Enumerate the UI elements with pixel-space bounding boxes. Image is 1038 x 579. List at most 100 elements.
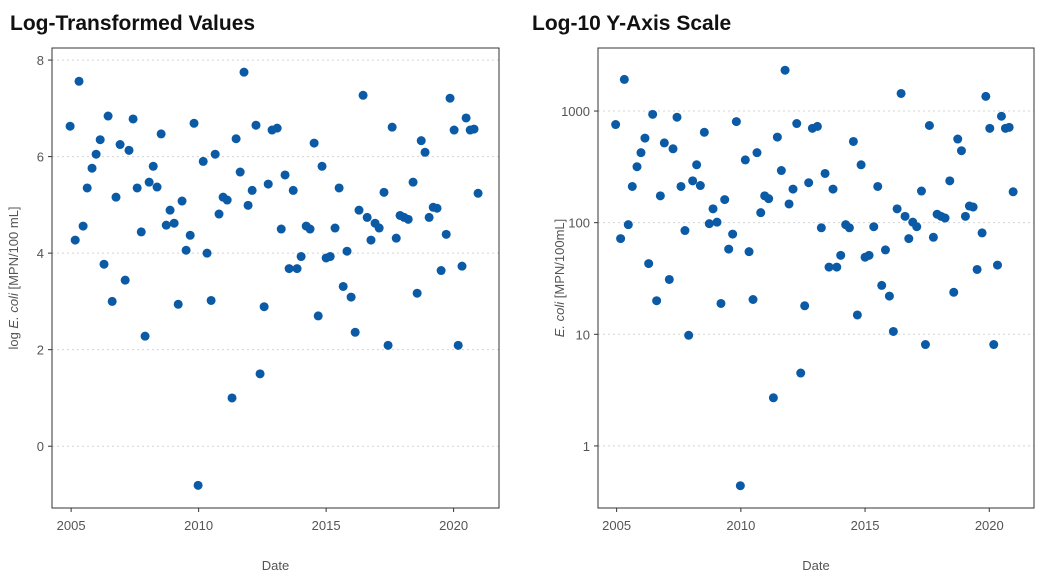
point [992, 260, 1002, 270]
point [688, 176, 698, 186]
point [362, 212, 372, 222]
point [91, 149, 101, 159]
x-tick-label: 2010 [726, 518, 755, 533]
point [672, 112, 682, 122]
point [292, 264, 302, 274]
point [989, 340, 999, 350]
point [884, 291, 894, 301]
point [436, 266, 446, 276]
point [816, 223, 826, 233]
point [680, 226, 690, 236]
point [776, 166, 786, 176]
point [720, 195, 730, 205]
point [780, 65, 790, 75]
plot-border [597, 47, 1035, 509]
point [1004, 122, 1014, 132]
point [276, 224, 286, 234]
point [981, 91, 991, 101]
point [259, 302, 269, 312]
point [87, 163, 97, 173]
point [764, 194, 774, 204]
point [768, 393, 778, 403]
point [756, 208, 766, 218]
point [699, 127, 709, 137]
x-tick-label: 2020 [975, 518, 1004, 533]
point [374, 223, 384, 233]
point [985, 123, 995, 133]
y-axis-label-part: log [6, 329, 21, 350]
point [202, 248, 212, 258]
point [243, 200, 253, 210]
point [403, 214, 413, 224]
point [772, 132, 782, 142]
y-tick-label: 4 [37, 246, 44, 261]
y-axis-label: E. coli [MPN/100mL] [552, 219, 567, 338]
y-tick-label: 1000 [561, 104, 590, 119]
x-tick-label: 2015 [312, 518, 341, 533]
point [704, 219, 714, 229]
point [873, 181, 883, 191]
point [120, 275, 130, 285]
x-tick-label: 2020 [439, 518, 468, 533]
point [181, 245, 191, 255]
point [70, 235, 80, 245]
point [712, 217, 722, 227]
point [896, 88, 906, 98]
point [892, 204, 902, 214]
point [115, 140, 125, 150]
point [296, 252, 306, 262]
point [148, 161, 158, 171]
point [330, 223, 340, 233]
point [193, 480, 203, 490]
point [664, 274, 674, 284]
point [173, 299, 183, 309]
point [387, 122, 397, 132]
point [103, 111, 113, 121]
point [334, 183, 344, 193]
y-axis-label-part: E. coli [552, 301, 567, 338]
point [1008, 187, 1018, 197]
point [748, 295, 758, 305]
point [198, 156, 208, 166]
point [65, 121, 75, 131]
point [132, 183, 142, 193]
point [828, 184, 838, 194]
point [161, 220, 171, 230]
point [78, 221, 88, 231]
point [309, 138, 319, 148]
point [111, 192, 121, 202]
point [305, 224, 315, 234]
y-axis-label-part: E. coli [6, 292, 21, 329]
point [263, 179, 273, 189]
point [619, 74, 629, 84]
y-tick-label: 1 [583, 439, 590, 454]
point [627, 181, 637, 191]
point [152, 182, 162, 192]
point [844, 223, 854, 233]
point [752, 148, 762, 158]
point [632, 162, 642, 172]
point [358, 90, 368, 100]
point [716, 298, 726, 308]
point [953, 134, 963, 144]
y-tick-label: 100 [568, 216, 590, 231]
point [235, 167, 245, 177]
point [165, 205, 175, 215]
point [342, 246, 352, 256]
point [744, 247, 754, 257]
point [441, 229, 451, 239]
point [659, 138, 669, 148]
point [74, 76, 84, 86]
y-axis-label: log E. coli [MPN/100 mL] [6, 206, 21, 349]
point [317, 161, 327, 171]
point [724, 244, 734, 254]
point [469, 124, 479, 134]
point [708, 204, 718, 214]
y-tick-label: 0 [37, 439, 44, 454]
point [128, 114, 138, 124]
chart-title: Log-Transformed Values [10, 12, 255, 35]
point [416, 136, 426, 146]
point [676, 181, 686, 191]
point [457, 261, 467, 271]
point [177, 196, 187, 206]
